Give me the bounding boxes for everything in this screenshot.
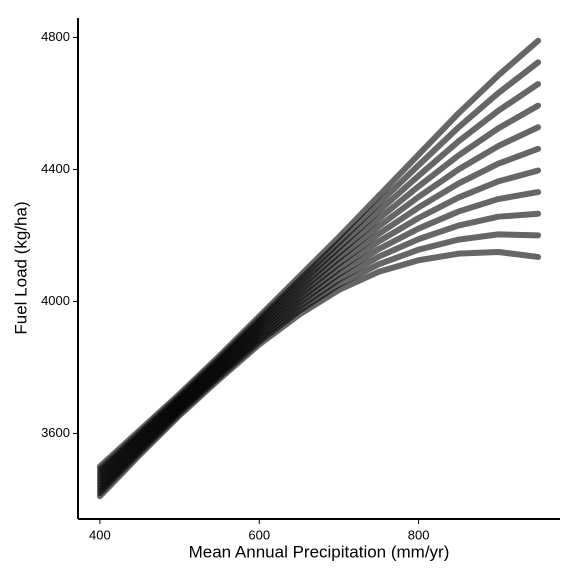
- y-axis-title: Fuel Load (kg/ha): [11, 201, 30, 334]
- y-tick-label: 3600: [41, 425, 70, 440]
- series-line: [96, 37, 542, 470]
- x-axis-title: Mean Annual Precipitation (mm/yr): [189, 542, 450, 561]
- y-tick-label: 4800: [41, 29, 70, 44]
- x-tick-label: 800: [408, 527, 430, 542]
- y-tick-label: 4000: [41, 293, 70, 308]
- y-tick-label: 4400: [41, 161, 70, 176]
- x-tick-label: 600: [248, 527, 270, 542]
- x-tick-label: 400: [89, 527, 111, 542]
